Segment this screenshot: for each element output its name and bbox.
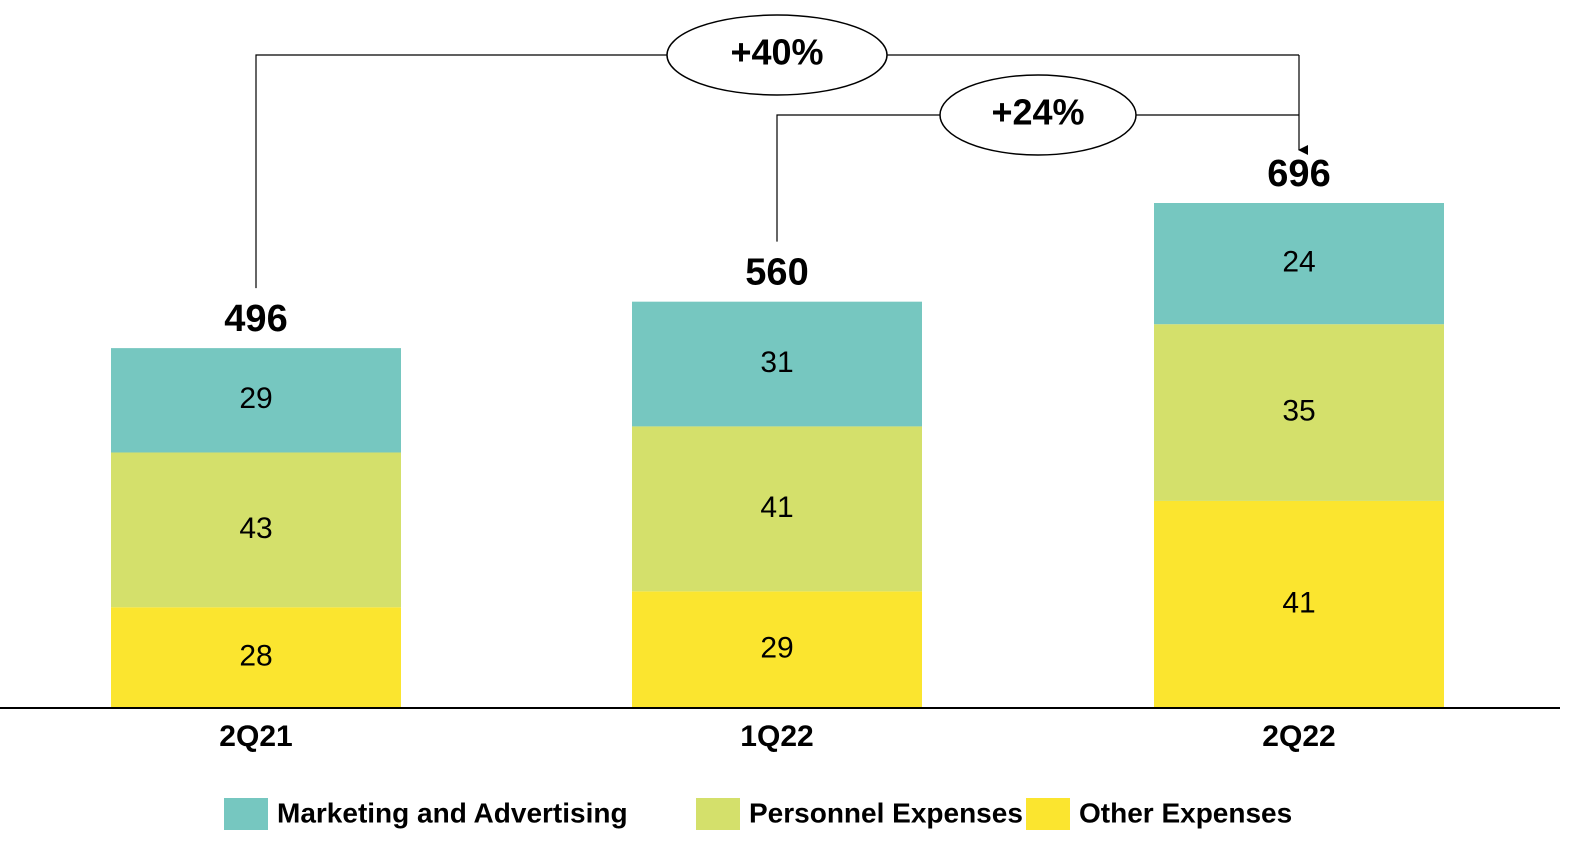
legend-swatch — [224, 798, 268, 830]
segment-label: 31 — [760, 346, 793, 379]
total-label: 560 — [745, 252, 808, 294]
x-tick-label: 2Q22 — [1262, 720, 1335, 753]
legend-swatch — [696, 798, 740, 830]
segment-label: 41 — [1282, 586, 1315, 619]
bar-segment — [632, 426, 922, 592]
bar-segment — [632, 591, 922, 708]
legend-label: Personnel Expenses — [749, 797, 1023, 828]
legend-label: Marketing and Advertising — [277, 797, 628, 828]
x-tick-label: 1Q22 — [740, 720, 813, 753]
bar-segment — [111, 452, 401, 608]
bar-segment — [1154, 203, 1444, 325]
bar-segment — [1154, 324, 1444, 501]
segment-label: 35 — [1282, 394, 1315, 427]
bar-segment — [632, 301, 922, 427]
total-label: 696 — [1267, 153, 1330, 195]
segment-label: 29 — [760, 632, 793, 665]
segment-label: 28 — [239, 640, 272, 673]
legend-label: Other Expenses — [1079, 797, 1292, 828]
segment-label: 29 — [239, 382, 272, 415]
connector — [255, 54, 1299, 289]
annotation: +24% — [991, 92, 1084, 133]
annotation-bubble — [666, 14, 888, 96]
segment-label: 24 — [1282, 246, 1315, 279]
bar-segment — [111, 348, 401, 453]
annotation-bubble — [939, 74, 1137, 156]
segment-label: 41 — [760, 491, 793, 524]
total-label: 496 — [224, 298, 287, 340]
annotation: +40% — [730, 32, 823, 73]
x-tick-label: 2Q21 — [219, 720, 292, 753]
segment-label: 43 — [239, 512, 272, 545]
bar-segment — [111, 607, 401, 708]
bar-segment — [1154, 500, 1444, 708]
legend-swatch — [1026, 798, 1070, 830]
